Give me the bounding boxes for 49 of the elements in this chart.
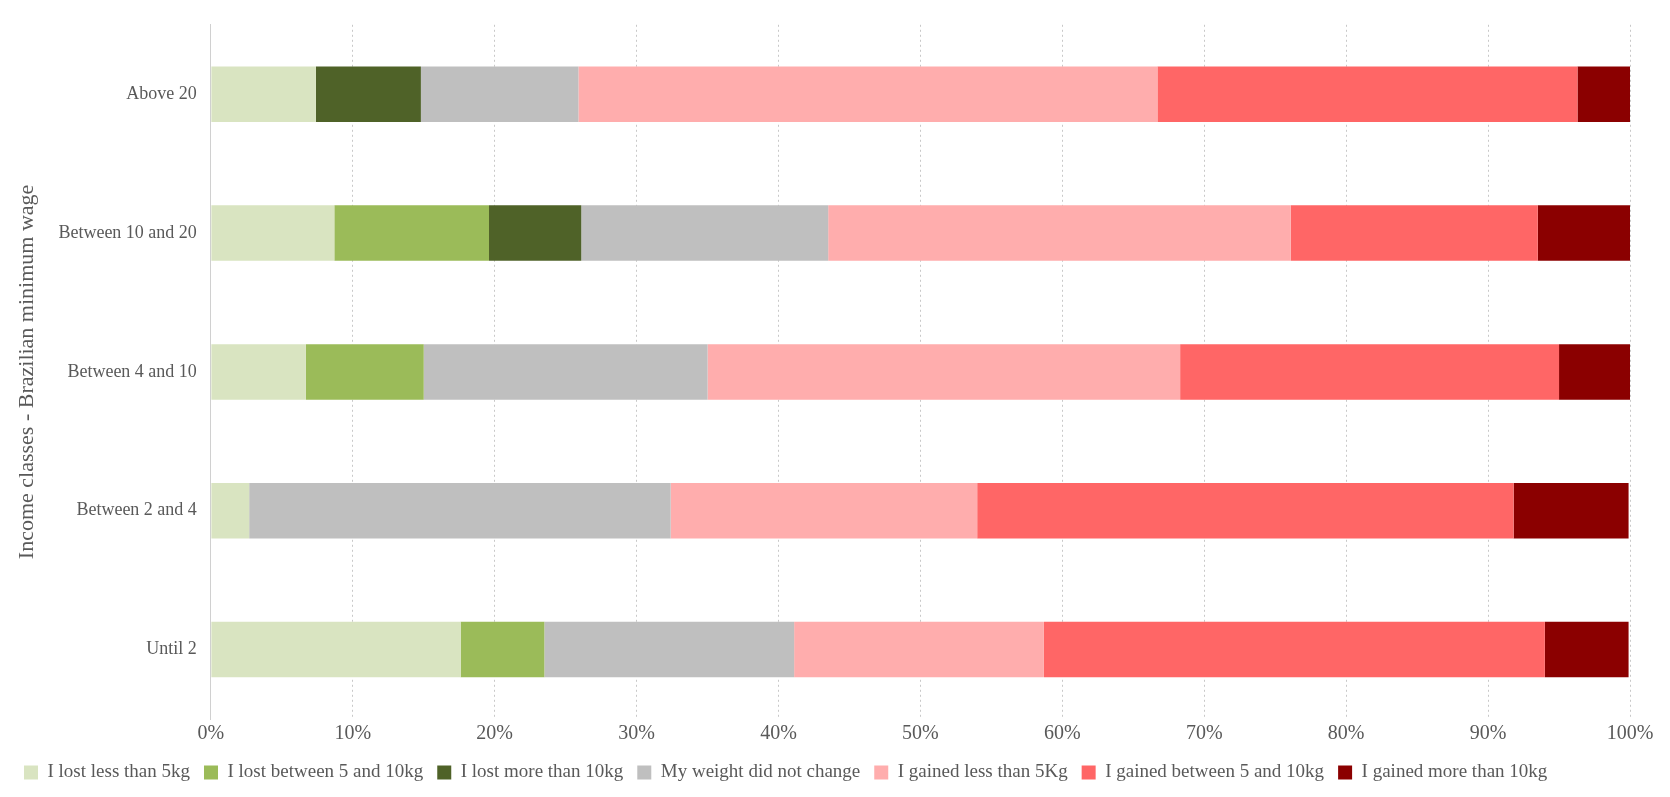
bar [305, 344, 424, 400]
x-tick-label: 40% [760, 721, 797, 744]
bar [828, 205, 1291, 261]
bar [794, 621, 1044, 678]
x-tick-label: 100% [1606, 721, 1654, 744]
bar [707, 344, 1181, 400]
bar [670, 482, 978, 539]
y-tick-label: Above 20 [126, 82, 197, 103]
legend-label: I gained less than 5Kg [897, 760, 1069, 782]
bar [489, 205, 582, 261]
bar [1157, 66, 1578, 122]
x-tick-label: 50% [902, 721, 939, 744]
bar [315, 66, 421, 122]
bar [211, 344, 306, 400]
x-tick-label: 30% [618, 721, 655, 744]
bar [578, 66, 1158, 122]
bar [211, 205, 335, 261]
bar [460, 621, 545, 678]
legend-label: I gained between 5 and 10kg [1105, 760, 1325, 782]
x-tick-label: 70% [1185, 721, 1223, 744]
legend-label: My weight did not change [660, 760, 861, 782]
legend-label: I lost more than 10kg [460, 760, 624, 782]
bar [1577, 66, 1630, 122]
bar [1290, 205, 1538, 261]
x-tick-label: 80% [1327, 721, 1365, 744]
x-tick-label: 10% [334, 721, 372, 744]
bar [1544, 621, 1629, 678]
y-axis-title: Income classes - Brazilian minimum wage [12, 184, 38, 560]
bar [1537, 205, 1630, 261]
legend-label: I lost between 5 and 10kg [227, 760, 424, 782]
bar [211, 482, 250, 539]
legend-label: I lost less than 5kg [47, 760, 191, 782]
x-tick-label: 0% [197, 721, 225, 744]
bar [334, 205, 490, 261]
bar [211, 621, 461, 678]
bar [977, 482, 1514, 539]
y-tick-label: Between 4 and 10 [67, 360, 197, 381]
bar [1043, 621, 1545, 678]
y-tick-label: Between 10 and 20 [58, 221, 197, 242]
x-tick-label: 20% [476, 721, 514, 744]
legend-label: I gained more than 10kg [1361, 760, 1548, 782]
bar [1559, 344, 1630, 400]
bar [1180, 344, 1560, 400]
x-tick-label: 90% [1469, 721, 1507, 744]
y-tick-label: Between 2 and 4 [76, 499, 197, 520]
x-tick-label: 60% [1044, 721, 1081, 744]
bar [211, 66, 316, 122]
bar [1513, 482, 1629, 539]
y-tick-label: Until 2 [146, 638, 197, 659]
